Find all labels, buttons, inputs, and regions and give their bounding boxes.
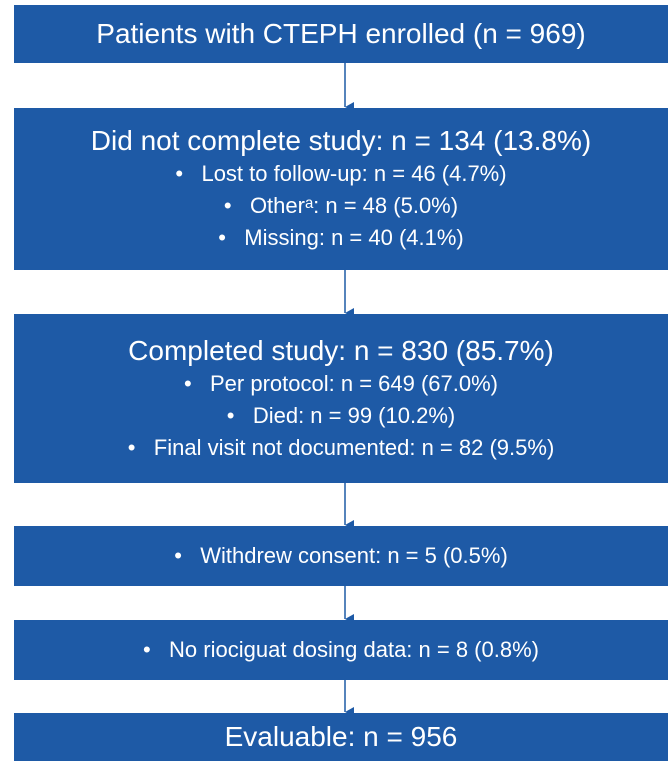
box-item: • Otherᵃ: n = 48 (5.0%) bbox=[223, 193, 459, 218]
box-item: • Final visit not documented: n = 82 (9.… bbox=[127, 434, 555, 460]
box-title: Patients with CTEPH enrolled (n = 969) bbox=[96, 18, 586, 49]
evaluable-box: Evaluable: n = 956 bbox=[14, 713, 668, 761]
box-title: Evaluable: n = 956 bbox=[224, 721, 458, 752]
box-item: • Per protocol: n = 649 (67.0%) bbox=[183, 370, 499, 396]
box-item: • No riociguat dosing data: n = 8 (0.8%) bbox=[143, 637, 539, 662]
not-completed-box: Did not complete study: n = 134 (13.8%) … bbox=[14, 108, 668, 270]
box-title: Completed study: n = 830 (85.7%) bbox=[128, 334, 554, 366]
box-item: • Missing: n = 40 (4.1%) bbox=[218, 225, 464, 250]
box-item: • Withdrew consent: n = 5 (0.5%) bbox=[174, 543, 508, 568]
box-item: • Lost to follow-up: n = 46 (4.7%) bbox=[175, 161, 507, 186]
enrolled-box: Patients with CTEPH enrolled (n = 969) bbox=[14, 5, 668, 63]
box-item: • Died: n = 99 (10.2%) bbox=[226, 402, 456, 428]
box-title: Did not complete study: n = 134 (13.8%) bbox=[90, 125, 592, 156]
withdrew-box: • Withdrew consent: n = 5 (0.5%) bbox=[14, 526, 668, 586]
no-dosing-box: • No riociguat dosing data: n = 8 (0.8%) bbox=[14, 620, 668, 680]
completed-box: Completed study: n = 830 (85.7%) • Per p… bbox=[14, 314, 668, 483]
